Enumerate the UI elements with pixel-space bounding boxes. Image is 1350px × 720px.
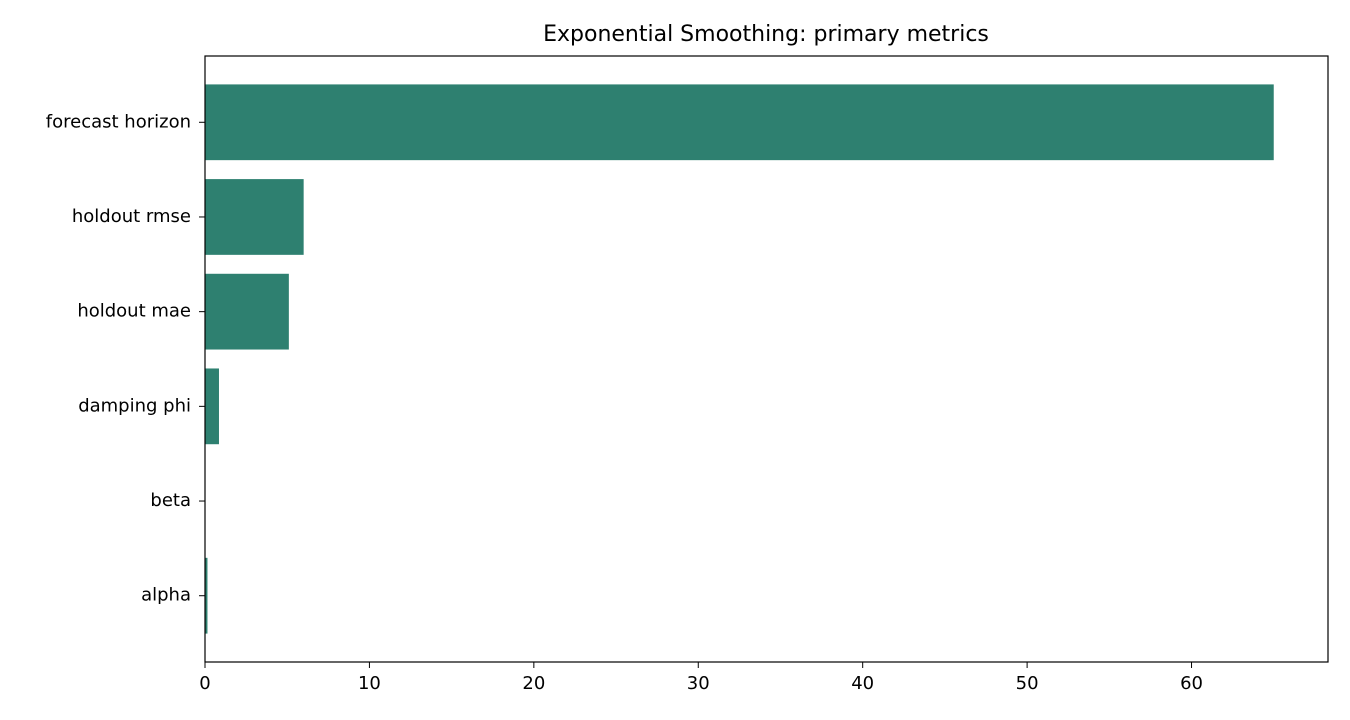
x-tick-label: 30 — [687, 673, 710, 694]
x-tick-label: 20 — [522, 673, 545, 694]
x-tick-label: 40 — [851, 673, 874, 694]
plot-frame — [204, 55, 1329, 663]
y-tick-label: alpha — [141, 585, 191, 606]
chart-title: Exponential Smoothing: primary metrics — [543, 22, 989, 47]
y-tick-label: forecast horizon — [46, 111, 191, 132]
x-tick-label: 10 — [358, 673, 381, 694]
y-tick-label: holdout rmse — [72, 206, 191, 227]
y-tick-label: damping phi — [78, 395, 191, 416]
y-tick-label: beta — [150, 490, 191, 511]
bar — [205, 84, 1274, 161]
bar — [205, 179, 304, 255]
bar — [205, 273, 289, 350]
x-tick-label: 60 — [1180, 673, 1203, 694]
x-tick-label: 0 — [199, 673, 210, 694]
bar — [205, 557, 208, 634]
y-tick-label: holdout mae — [77, 301, 191, 322]
x-tick-label: 50 — [1016, 673, 1039, 694]
bar — [205, 368, 219, 445]
